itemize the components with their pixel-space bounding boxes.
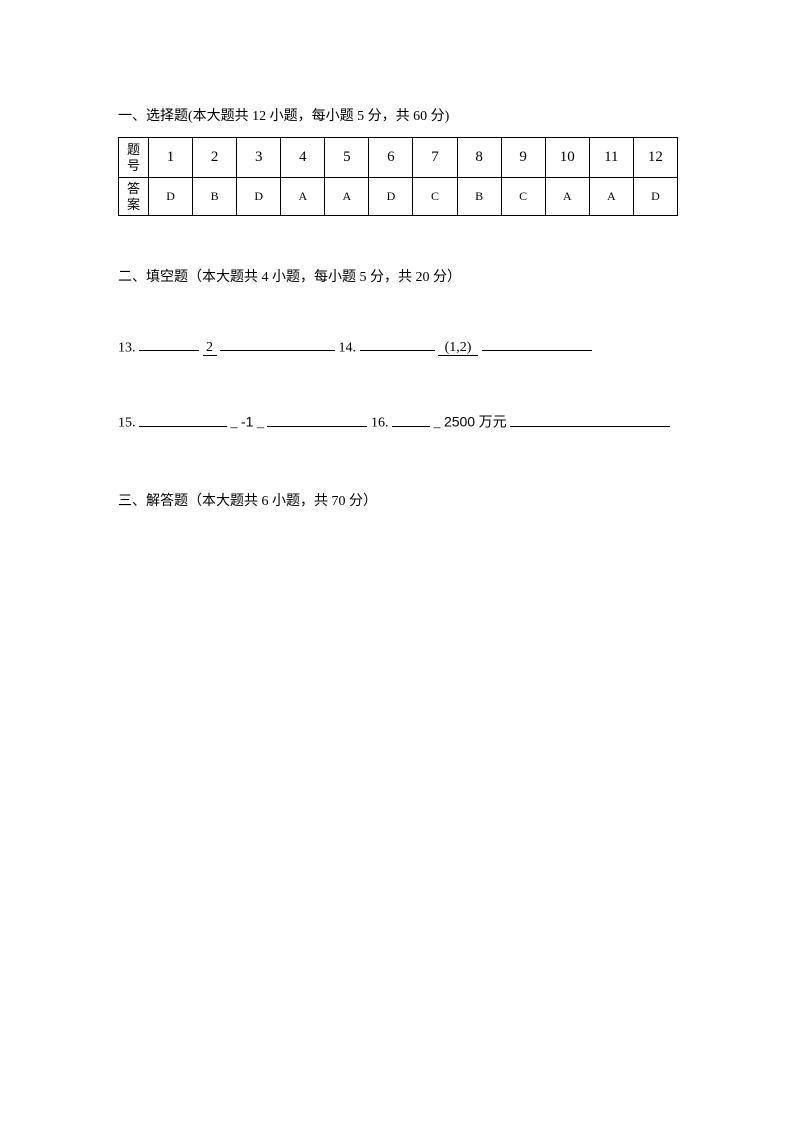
blank	[510, 411, 670, 426]
table-row: 题 号 1 2 3 4 5 6 7 8 9 10 11 12	[119, 138, 678, 178]
row-header-answer: 答 案	[119, 178, 149, 216]
row-header-question-l2: 号	[127, 158, 140, 173]
blank	[267, 411, 367, 426]
fill-row-2: 15. _ -1 _ 16. _ 2500 万元	[118, 411, 679, 431]
row-header-answer-l2: 案	[127, 197, 140, 212]
blank	[360, 336, 435, 351]
q13-number: 13.	[118, 340, 136, 355]
q13-answer: 2	[203, 340, 217, 355]
qnum-cell: 11	[589, 138, 633, 178]
ans-cell: B	[457, 178, 501, 216]
blank	[139, 336, 199, 351]
table-row: 答 案 D B D A A D C B C A A D	[119, 178, 678, 216]
q15-answer: -1	[241, 414, 253, 430]
qnum-cell: 5	[325, 138, 369, 178]
q14-answer: (1,2)	[438, 340, 478, 355]
ans-cell: A	[589, 178, 633, 216]
qnum-cell: 8	[457, 138, 501, 178]
blank	[139, 411, 227, 426]
ans-cell: D	[237, 178, 281, 216]
blank	[220, 336, 335, 351]
section1-heading: 一、选择题(本大题共 12 小题，每小题 5 分，共 60 分)	[118, 105, 679, 125]
blank	[392, 411, 430, 426]
q15-number: 15.	[118, 416, 136, 431]
qnum-cell: 2	[193, 138, 237, 178]
ans-cell: B	[193, 178, 237, 216]
qnum-cell: 12	[633, 138, 677, 178]
row-header-question-l1: 题	[127, 142, 140, 157]
ans-cell: D	[369, 178, 413, 216]
qnum-cell: 10	[545, 138, 589, 178]
section3-heading: 三、解答题（本大题共 6 小题，共 70 分）	[118, 490, 679, 510]
qnum-cell: 6	[369, 138, 413, 178]
q16-number: 16.	[371, 416, 389, 431]
q16-suffix: 万元	[479, 416, 507, 431]
qnum-cell: 4	[281, 138, 325, 178]
ans-cell: C	[413, 178, 457, 216]
ans-cell: C	[501, 178, 545, 216]
q14-number: 14.	[339, 340, 357, 355]
qnum-cell: 7	[413, 138, 457, 178]
qnum-cell: 9	[501, 138, 545, 178]
answer-table: 题 号 1 2 3 4 5 6 7 8 9 10 11 12 答 案 D B D…	[118, 137, 678, 216]
row-header-answer-l1: 答	[127, 181, 140, 196]
ans-cell: D	[149, 178, 193, 216]
underscore: _	[433, 416, 440, 431]
blank	[482, 336, 592, 351]
ans-cell: A	[545, 178, 589, 216]
ans-cell: A	[325, 178, 369, 216]
qnum-cell: 3	[237, 138, 281, 178]
underscore: _	[231, 416, 238, 431]
ans-cell: D	[633, 178, 677, 216]
q16-answer: 2500	[444, 414, 475, 430]
underscore: _	[257, 416, 264, 431]
qnum-cell: 1	[149, 138, 193, 178]
fill-row-1: 13. 2 14. (1,2)	[118, 336, 679, 356]
section2-heading: 二、填空题（本大题共 4 小题，每小题 5 分，共 20 分）	[118, 266, 679, 286]
row-header-question: 题 号	[119, 138, 149, 178]
ans-cell: A	[281, 178, 325, 216]
